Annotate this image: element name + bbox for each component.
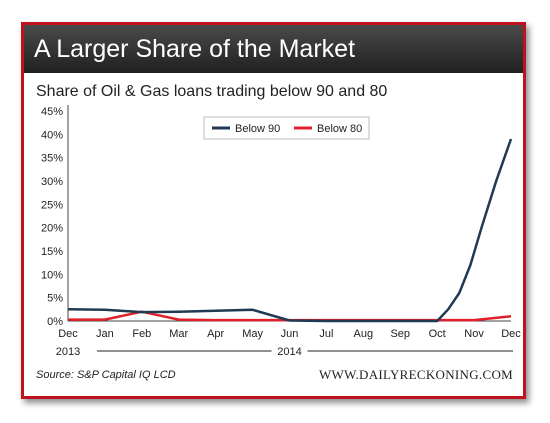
x-tick-label: Dec (58, 328, 78, 340)
legend-box (203, 116, 370, 140)
x-tick-label: Sep (390, 328, 410, 340)
x-tick-label: Aug (354, 328, 374, 340)
chart-frame: A Larger Share of the Market Share of Oi… (21, 22, 526, 399)
page-title: A Larger Share of the Market (24, 25, 523, 73)
legend-label: Below 90 (235, 123, 280, 135)
year-label-2014: 2014 (277, 346, 301, 358)
y-tick-label: 25% (41, 199, 63, 211)
x-tick-label: Jul (319, 328, 333, 340)
chart-subtitle: Share of Oil & Gas loans trading below 9… (36, 83, 388, 100)
chart-legend: Below 90 Below 80 (203, 116, 370, 140)
y-tick-label: 5% (47, 293, 63, 305)
source-note: Source: S&P Capital IQ LCD (36, 369, 176, 381)
series-line-below-90 (67, 138, 513, 323)
legend-label: Below 80 (317, 123, 362, 135)
y-tick-label: 35% (41, 153, 63, 165)
site-credit: WWW.DAILYRECKONING.COM (318, 367, 513, 382)
y-tick-label: 40% (41, 129, 63, 141)
y-tick-label: 0% (47, 316, 63, 328)
x-tick-label: Apr (207, 328, 224, 340)
x-tick-label: Dec (501, 328, 521, 340)
y-tick-label: 45% (41, 106, 63, 118)
x-tick-label: Mar (169, 328, 188, 340)
year-label-2013: 2013 (56, 346, 80, 358)
x-tick-label: Nov (464, 328, 484, 340)
y-tick-label: 15% (41, 246, 63, 258)
y-tick-label: 10% (41, 269, 63, 281)
y-tick-label: 20% (41, 223, 63, 235)
x-tick-label: May (242, 328, 263, 340)
line-chart: 0% 5% 10% 15% 20% 25% 30% 35% 40% 45% Dec Jan Feb Ma… (41, 105, 521, 358)
x-tick-label: Feb (132, 328, 151, 340)
x-tick-label: Oct (429, 328, 446, 340)
x-tick-label: Jun (281, 328, 299, 340)
x-tick-label: Jan (96, 328, 114, 340)
y-tick-label: 30% (41, 176, 63, 188)
